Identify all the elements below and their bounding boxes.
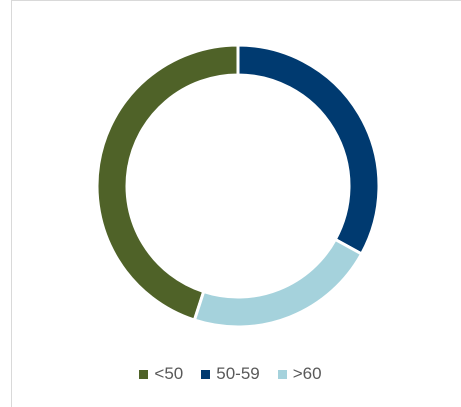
- legend-label-gt60: >60: [292, 364, 322, 383]
- legend-label-50-59: 50-59: [216, 364, 260, 383]
- legend-swatch-lt50: [139, 369, 149, 379]
- donut-slice-50-59: [236, 43, 381, 256]
- legend-item-50-59: 50-59: [201, 364, 260, 384]
- legend-swatch-gt60: [277, 369, 287, 379]
- donut-slice-lt50: [95, 43, 240, 322]
- legend-item-lt50: <50: [139, 364, 183, 384]
- legend-label-lt50: <50: [154, 364, 184, 383]
- legend-item-gt60: >60: [277, 364, 322, 384]
- legend: <50 50-59 >60: [0, 364, 461, 384]
- donut-slice-gt60: [192, 237, 364, 329]
- legend-swatch-50-59: [201, 369, 211, 379]
